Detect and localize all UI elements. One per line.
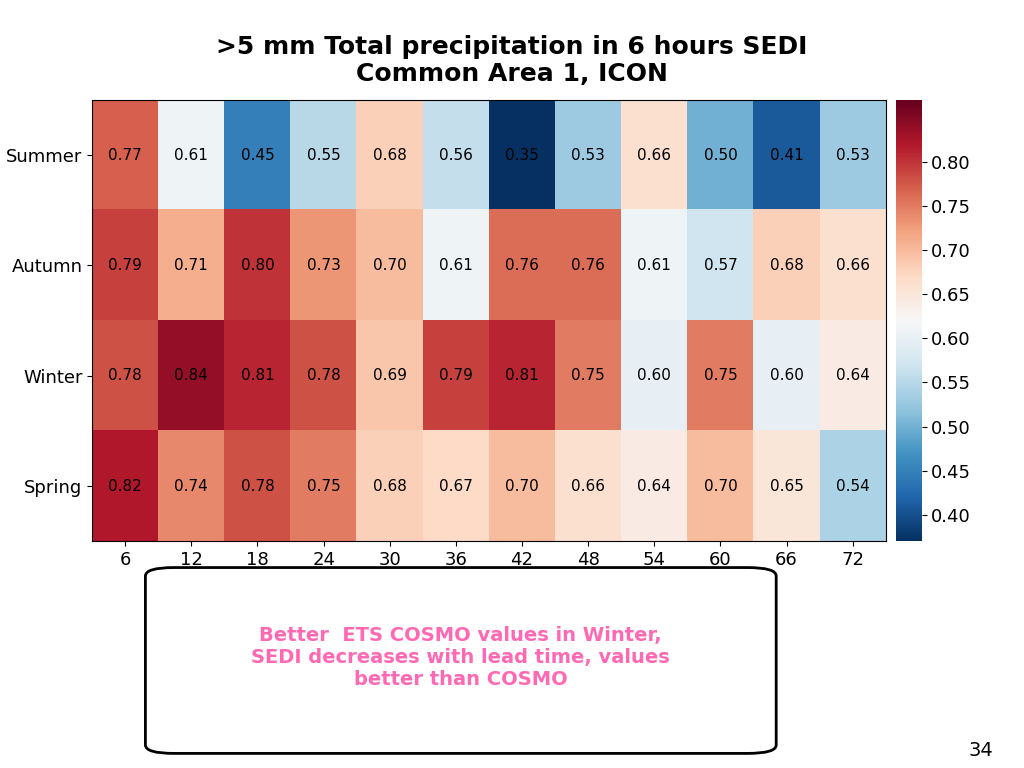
Text: 0.77: 0.77 <box>109 147 142 163</box>
Text: 0.79: 0.79 <box>439 369 473 383</box>
Text: 0.53: 0.53 <box>571 147 605 163</box>
Text: 0.68: 0.68 <box>373 478 407 494</box>
Text: 0.80: 0.80 <box>241 258 274 273</box>
Text: 0.75: 0.75 <box>307 478 341 494</box>
Text: 0.68: 0.68 <box>373 147 407 163</box>
Text: 0.66: 0.66 <box>836 258 869 273</box>
Text: 0.45: 0.45 <box>241 147 274 163</box>
Text: 0.66: 0.66 <box>637 147 672 163</box>
Text: 0.61: 0.61 <box>174 147 208 163</box>
Text: Better  ETS COSMO values in Winter,
SEDI decreases with lead time, values
better: Better ETS COSMO values in Winter, SEDI … <box>252 626 670 689</box>
Text: 0.70: 0.70 <box>505 478 539 494</box>
Text: >5 mm Total precipitation in 6 hours SEDI
Common Area 1, ICON: >5 mm Total precipitation in 6 hours SED… <box>216 35 808 86</box>
FancyBboxPatch shape <box>145 568 776 753</box>
Text: 0.70: 0.70 <box>373 258 407 273</box>
Text: 0.57: 0.57 <box>703 258 737 273</box>
Text: 0.76: 0.76 <box>571 258 605 273</box>
Text: 0.54: 0.54 <box>836 478 869 494</box>
Text: 0.56: 0.56 <box>439 147 473 163</box>
Text: 0.84: 0.84 <box>174 369 208 383</box>
Text: 0.35: 0.35 <box>505 147 539 163</box>
Text: 0.74: 0.74 <box>174 478 208 494</box>
Text: 34: 34 <box>969 741 993 760</box>
Text: 0.55: 0.55 <box>307 147 341 163</box>
Text: 0.50: 0.50 <box>703 147 737 163</box>
Text: 0.64: 0.64 <box>836 369 869 383</box>
Text: 0.75: 0.75 <box>571 369 605 383</box>
Text: 0.75: 0.75 <box>703 369 737 383</box>
X-axis label: lead time: lead time <box>446 574 531 593</box>
Text: 0.68: 0.68 <box>770 258 804 273</box>
Text: 0.66: 0.66 <box>571 478 605 494</box>
Text: 0.79: 0.79 <box>109 258 142 273</box>
Text: 0.81: 0.81 <box>241 369 274 383</box>
Text: 0.82: 0.82 <box>109 478 142 494</box>
Text: 0.78: 0.78 <box>241 478 274 494</box>
Text: 0.41: 0.41 <box>770 147 804 163</box>
Text: 0.81: 0.81 <box>505 369 539 383</box>
Text: 0.70: 0.70 <box>703 478 737 494</box>
Text: 0.64: 0.64 <box>637 478 671 494</box>
Text: 0.76: 0.76 <box>505 258 539 273</box>
Text: 0.60: 0.60 <box>637 369 671 383</box>
Text: 0.65: 0.65 <box>770 478 804 494</box>
Text: 0.60: 0.60 <box>770 369 804 383</box>
Text: 0.61: 0.61 <box>439 258 473 273</box>
Text: 0.71: 0.71 <box>174 258 208 273</box>
Text: 0.67: 0.67 <box>439 478 473 494</box>
Text: 0.73: 0.73 <box>307 258 341 273</box>
Text: 0.61: 0.61 <box>637 258 671 273</box>
Text: 0.78: 0.78 <box>109 369 142 383</box>
Text: 0.69: 0.69 <box>373 369 407 383</box>
Text: 0.78: 0.78 <box>307 369 341 383</box>
Text: 0.53: 0.53 <box>836 147 869 163</box>
